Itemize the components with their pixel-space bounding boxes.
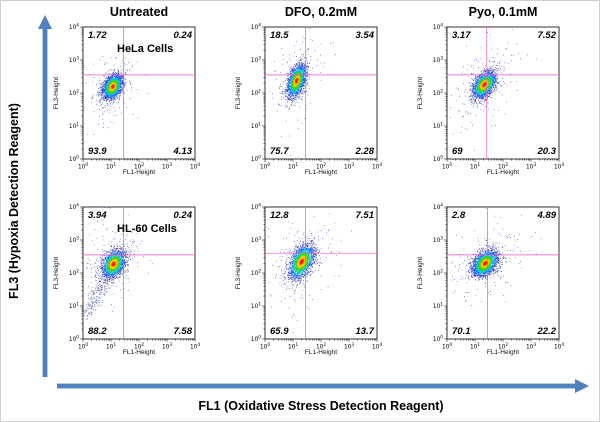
- x-arrow-shaft: [57, 383, 575, 389]
- quadrant-upper-left-percent: 2.8: [452, 210, 466, 221]
- plot-pyo-hela: FL3-Height 3.17 7.52 69 20.3 FL1-Height: [415, 23, 597, 195]
- cell-line-label-hl60: HL-60 Cells: [117, 223, 177, 235]
- column-title-dfo: DFO, 0.2mM: [284, 5, 358, 19]
- scatter-density-canvas: [425, 23, 575, 177]
- plot-x-axis-label: FL1-Height: [304, 169, 338, 176]
- plot-x-axis-label: FL1-Height: [122, 349, 156, 356]
- quadrant-upper-left-percent: 18.5: [270, 30, 289, 41]
- quadrant-upper-left-percent: 3.94: [88, 210, 107, 221]
- cell-line-label-hela: HeLa Cells: [117, 43, 174, 55]
- x-axis-arrow: [57, 379, 589, 393]
- quadrant-upper-right-percent: 4.89: [537, 210, 557, 221]
- y-axis-label: FL3 (Hypoxia Detection Reagent): [7, 103, 21, 299]
- quadrant-lower-left-percent: 93.9: [88, 146, 107, 157]
- scatter-density-canvas: [61, 23, 211, 177]
- quadrant-lower-left-percent: 75.7: [270, 146, 289, 157]
- plot-dfo-hl60: FL3-Height 12.8 7.51 65.9 13.7 FL1-Heigh…: [233, 203, 415, 375]
- quadrant-upper-right-percent: 7.51: [355, 210, 375, 221]
- quadrant-lower-right-percent: 20.3: [537, 146, 557, 157]
- plots-grid: Untreated DFO, 0.2mM Pyo, 0.1mM FL3-Heig…: [51, 3, 597, 375]
- quadrant-lower-right-percent: 4.13: [173, 146, 193, 157]
- quadrant-upper-right-percent: 0.24: [173, 210, 193, 221]
- quadrant-upper-right-percent: 3.54: [355, 30, 375, 41]
- plot-x-axis-label: FL1-Height: [304, 349, 338, 356]
- x-arrowhead: [575, 379, 589, 393]
- quadrant-lower-right-percent: 13.7: [355, 326, 375, 337]
- y-arrow-shaft: [42, 28, 48, 377]
- quadrant-upper-right-percent: 7.52: [537, 30, 557, 41]
- y-axis-arrow: [38, 15, 52, 377]
- quadrant-lower-right-percent: 22.2: [537, 326, 557, 337]
- quadrant-lower-left-percent: 88.2: [88, 326, 107, 337]
- plot-x-axis-label: FL1-Height: [122, 169, 156, 176]
- scatter-density-canvas: [61, 203, 211, 357]
- quadrant-lower-left-percent: 65.9: [270, 326, 289, 337]
- scatter-density-canvas: [243, 203, 393, 357]
- x-axis-label: FL1 (Oxidative Stress Detection Reagent): [198, 399, 444, 413]
- quadrant-lower-left-percent: 70.1: [452, 326, 471, 337]
- plot-pyo-hl60: FL3-Height 2.8 4.89 70.1 22.2 FL1-Height: [415, 203, 597, 375]
- quadrant-lower-left-percent: 69: [452, 146, 463, 157]
- plot-dfo-hela: FL3-Height 18.5 3.54 75.7 2.28 FL1-Heigh…: [233, 23, 415, 195]
- scatter-density-canvas: [425, 203, 575, 357]
- quadrant-upper-left-percent: 12.8: [270, 210, 289, 221]
- plot-untreated-hela: FL3-Height 1.72 0.24 93.9 4.13 HeLa Cell…: [51, 23, 233, 195]
- plot-x-axis-label: FL1-Height: [486, 169, 520, 176]
- scatter-density-canvas: [243, 23, 393, 177]
- plot-untreated-hl60: FL3-Height 3.94 0.24 88.2 7.58 HL-60 Cel…: [51, 203, 233, 375]
- column-title-pyo: Pyo, 0.1mM: [468, 5, 538, 19]
- quadrant-upper-left-percent: 3.17: [452, 30, 471, 41]
- column-title-untreated: Untreated: [109, 5, 169, 19]
- plot-x-axis-label: FL1-Height: [486, 349, 520, 356]
- quadrant-lower-right-percent: 7.58: [173, 326, 193, 337]
- y-arrowhead: [38, 15, 52, 29]
- quadrant-upper-left-percent: 1.72: [88, 30, 107, 41]
- quadrant-upper-right-percent: 0.24: [173, 30, 193, 41]
- quadrant-lower-right-percent: 2.28: [355, 146, 375, 157]
